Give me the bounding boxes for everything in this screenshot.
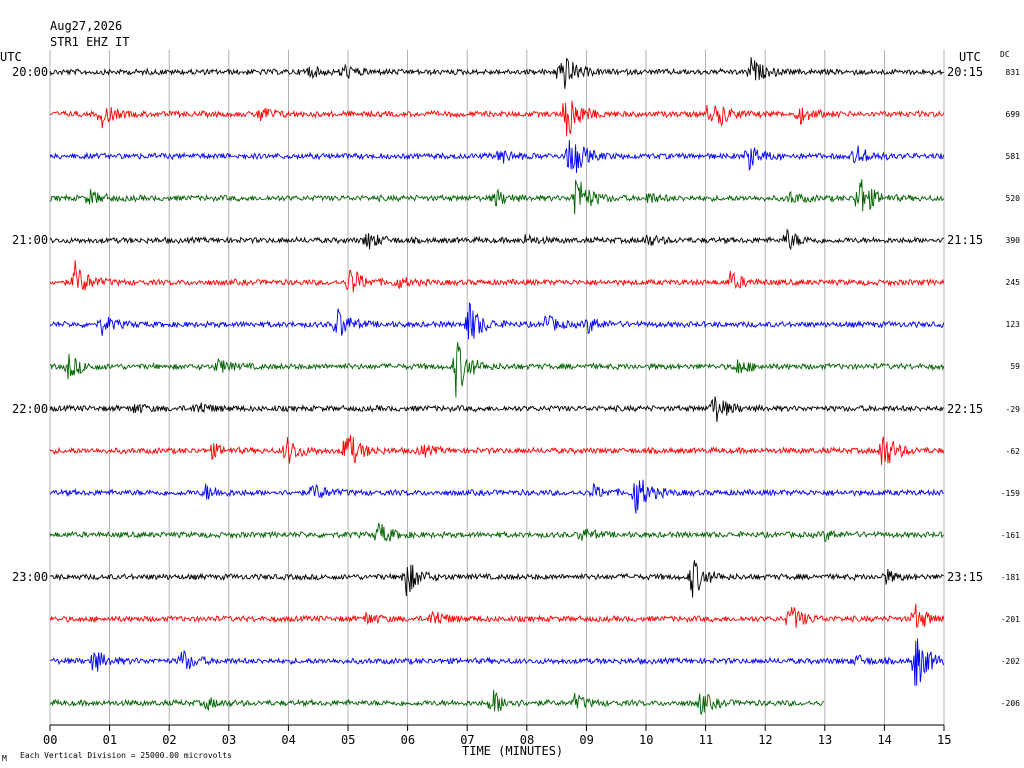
x-tick-label: 05 — [341, 733, 356, 747]
dc-value: -62 — [1005, 446, 1020, 456]
dc-value: -161 — [1000, 530, 1020, 540]
seismogram-trace — [49, 140, 945, 173]
x-tick-label: 12 — [758, 733, 773, 747]
x-tick-label: 11 — [698, 733, 714, 747]
dc-label: DC — [1000, 50, 1010, 59]
dc-value: 59 — [1010, 362, 1020, 372]
seismogram-trace — [49, 522, 944, 542]
time-label-right: 22:15 — [947, 401, 984, 416]
footnote-mark: M — [2, 754, 7, 763]
dc-value: 390 — [1005, 236, 1020, 246]
seismogram-traces — [49, 57, 945, 715]
dc-value: 831 — [1005, 68, 1020, 77]
time-label-right: 21:15 — [947, 233, 984, 248]
seismogram-trace — [49, 228, 944, 251]
x-tick-label: 00 — [43, 733, 58, 747]
time-label-right: 23:15 — [947, 569, 984, 584]
scale-footnote: Each Vertical Division = 25000.00 microv… — [20, 751, 232, 760]
date-label: Aug27,2026 — [50, 19, 123, 33]
station-label: STR1 EHZ IT — [50, 35, 130, 49]
x-tick-label: 08 — [519, 733, 535, 747]
seismogram-trace — [49, 396, 945, 423]
seismogram-trace — [49, 100, 945, 137]
dc-value: -201 — [1000, 614, 1020, 624]
dc-value: -29 — [1005, 404, 1020, 414]
utc-label-right: UTC — [959, 50, 981, 64]
seismogram-trace — [49, 479, 944, 514]
seismogram-trace — [49, 603, 945, 628]
seismogram-trace — [49, 435, 945, 465]
seismogram-trace — [49, 302, 945, 340]
dc-value: -159 — [1000, 488, 1020, 498]
dc-value: 123 — [1005, 320, 1020, 330]
x-tick-label: 01 — [102, 733, 118, 747]
x-tick-label: 09 — [579, 733, 594, 747]
dc-value: -202 — [1000, 656, 1020, 666]
seismogram-trace — [49, 179, 945, 215]
seismogram-trace — [49, 260, 945, 293]
seismogram-trace — [49, 341, 945, 398]
x-tick-label: 07 — [460, 733, 475, 747]
time-label-right: 20:15 — [947, 65, 984, 79]
seismogram-trace — [49, 560, 944, 598]
x-axis-ticks — [49, 725, 945, 731]
x-tick-label: 14 — [877, 733, 892, 747]
dc-value: 581 — [1005, 152, 1020, 162]
time-label-left: 21:00 — [12, 233, 49, 248]
dc-value: 520 — [1005, 194, 1020, 204]
dc-value: -181 — [1000, 572, 1020, 582]
utc-label-left: UTC — [0, 50, 22, 64]
minute-gridlines — [49, 50, 945, 725]
time-label-left: 23:00 — [12, 569, 49, 584]
x-tick-label: 10 — [639, 733, 654, 747]
x-tick-label: 04 — [281, 733, 296, 747]
x-tick-label: 06 — [400, 733, 416, 747]
time-label-left: 22:00 — [12, 401, 49, 416]
seismogram-trace — [49, 689, 825, 715]
time-label-left: 20:00 — [12, 65, 49, 79]
dc-value: 699 — [1005, 110, 1020, 120]
x-axis-title: TIME (MINUTES) — [462, 744, 564, 758]
x-tick-label: 03 — [221, 733, 237, 747]
x-tick-label: 15 — [937, 733, 952, 747]
x-tick-label: 13 — [817, 733, 833, 747]
dc-value: 245 — [1005, 278, 1020, 288]
seismogram-trace — [49, 57, 944, 89]
seismogram-trace — [49, 638, 945, 686]
x-tick-label: 02 — [162, 733, 177, 747]
dc-value: -206 — [1000, 699, 1020, 709]
